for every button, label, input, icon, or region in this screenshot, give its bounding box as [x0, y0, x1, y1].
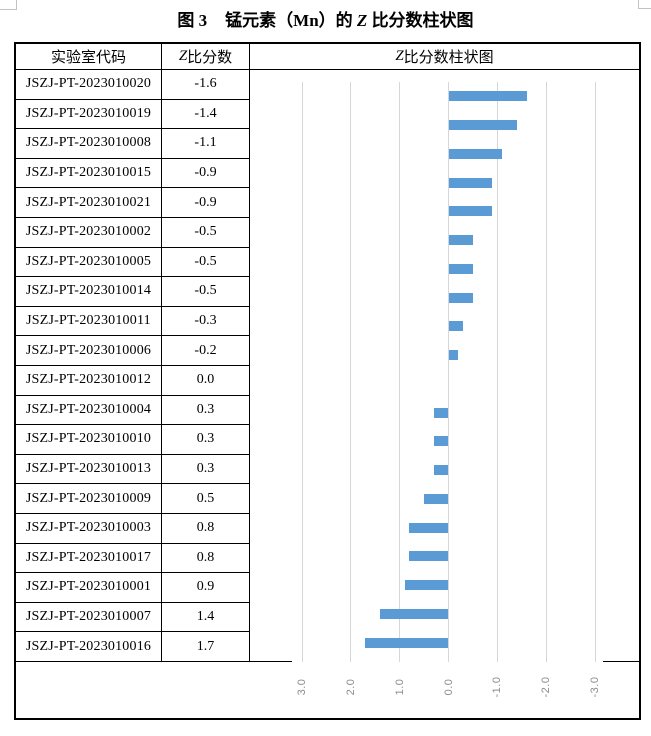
z-score-cell: -0.5	[162, 218, 250, 248]
z-score-cell: -0.5	[162, 247, 250, 278]
z-score-bar-chart: 3.0 2.0 1.0 0.0 -1.0 -2.0 -3.0	[292, 70, 603, 715]
lab-code-cell: JSZJ-PT-2023010005	[16, 247, 162, 278]
z-score-cell: 0.8	[162, 543, 250, 574]
z-score-cell: 0.3	[162, 425, 250, 455]
header-z-rest: 比分数	[187, 50, 233, 66]
chart-bar	[448, 263, 473, 274]
chart-bar	[380, 608, 449, 619]
chart-gridline	[301, 82, 303, 662]
lab-code-cell: JSZJ-PT-2023010008	[16, 129, 162, 159]
caption-z-symbol: Z	[356, 11, 368, 30]
chart-bar	[448, 235, 473, 246]
x-axis-tick-label: -1.0	[491, 676, 504, 698]
x-axis-tick-label: -3.0	[589, 676, 601, 698]
chart-bar	[448, 91, 527, 102]
x-axis-tick-label: -2.0	[540, 676, 553, 698]
x-axis-tick-label: 2.0	[344, 678, 357, 696]
chart-gridline	[448, 82, 449, 662]
z-score-cell: 1.4	[162, 602, 250, 633]
lab-code-cell: JSZJ-PT-2023010011	[16, 306, 162, 337]
z-score-cell: 0.3	[162, 395, 250, 426]
chart-bar	[448, 206, 493, 217]
lab-code-cell: JSZJ-PT-2023010003	[16, 514, 162, 544]
figure-number: 图 3	[177, 11, 208, 30]
chart-bar	[433, 407, 449, 418]
x-axis-tick-label: 3.0	[296, 678, 308, 696]
x-axis-tick-label: 0.0	[442, 678, 455, 696]
chart-bar	[448, 321, 464, 332]
chart-bar	[365, 637, 449, 648]
z-score-cell: 0.0	[162, 366, 250, 396]
figure-caption: 图 3 锰元素（Mn）的 Z 比分数柱状图	[0, 6, 651, 36]
chart-gridline	[496, 82, 498, 662]
lab-code-cell: JSZJ-PT-2023010019	[16, 99, 162, 130]
figure-caption-text: 锰元素（Mn）的	[225, 11, 357, 30]
chart-bar	[433, 465, 449, 476]
lab-code-cell: JSZJ-PT-2023010017	[16, 543, 162, 574]
header-z-chart: Z 比分数柱状图	[250, 44, 639, 70]
header-lab-code: 实验室代码	[16, 44, 162, 70]
z-score-cell: 0.9	[162, 573, 250, 603]
chart-bar	[409, 522, 449, 533]
z-score-cell: -0.5	[162, 277, 250, 307]
chart-bar	[448, 148, 503, 159]
z-score-cell: -1.6	[162, 70, 250, 100]
chart-gridline	[594, 82, 596, 662]
lab-code-cell: JSZJ-PT-2023010021	[16, 188, 162, 218]
chart-bar	[433, 436, 449, 447]
z-score-cell: -0.9	[162, 188, 250, 218]
header-z-score: Z 比分数	[162, 44, 250, 70]
page-corner-mark-left	[0, 0, 17, 10]
lab-code-cell: JSZJ-PT-2023010006	[16, 336, 162, 366]
x-axis-tick-label: 1.0	[393, 678, 406, 696]
chart-bar	[448, 350, 459, 361]
chart-bar	[424, 493, 449, 504]
z-score-cell: -0.3	[162, 306, 250, 337]
lab-code-cell: JSZJ-PT-2023010013	[16, 454, 162, 485]
z-score-cell: 0.3	[162, 454, 250, 485]
lab-code-cell: JSZJ-PT-2023010001	[16, 573, 162, 603]
chart-gridline	[545, 82, 547, 662]
chart-bar	[448, 120, 517, 131]
lab-code-cell: JSZJ-PT-2023010015	[16, 158, 162, 189]
lab-code-cell: JSZJ-PT-2023010002	[16, 218, 162, 248]
header-chart-z-symbol: Z	[395, 48, 404, 64]
data-table: 实验室代码 Z 比分数 Z 比分数柱状图 JSZJ-PT-2023010020-…	[14, 42, 641, 720]
page-corner-mark-right	[638, 0, 651, 9]
lab-code-cell: JSZJ-PT-2023010020	[16, 70, 162, 100]
z-score-cell: -0.2	[162, 336, 250, 366]
lab-code-cell: JSZJ-PT-2023010004	[16, 395, 162, 426]
lab-code-cell: JSZJ-PT-2023010009	[16, 484, 162, 514]
lab-code-cell: JSZJ-PT-2023010007	[16, 602, 162, 633]
figure-caption-suffix: 比分数柱状图	[367, 11, 474, 30]
lab-code-cell: JSZJ-PT-2023010014	[16, 277, 162, 307]
chart-bar	[448, 177, 493, 188]
chart-bar	[404, 580, 449, 591]
z-score-cell: 1.7	[162, 632, 250, 662]
header-chart-rest: 比分数柱状图	[403, 50, 494, 66]
lab-code-cell: JSZJ-PT-2023010016	[16, 632, 162, 662]
z-score-cell: -0.9	[162, 158, 250, 189]
chart-gridline	[350, 82, 352, 662]
lab-code-cell: JSZJ-PT-2023010012	[16, 366, 162, 396]
chart-gridline	[399, 82, 401, 662]
z-score-cell: 0.8	[162, 514, 250, 544]
lab-code-cell: JSZJ-PT-2023010010	[16, 425, 162, 455]
chart-bar	[448, 292, 473, 303]
z-score-cell: 0.5	[162, 484, 250, 514]
z-score-cell: -1.1	[162, 129, 250, 159]
header-z-symbol: Z	[178, 48, 188, 64]
chart-bar	[409, 551, 449, 562]
z-score-cell: -1.4	[162, 99, 250, 130]
